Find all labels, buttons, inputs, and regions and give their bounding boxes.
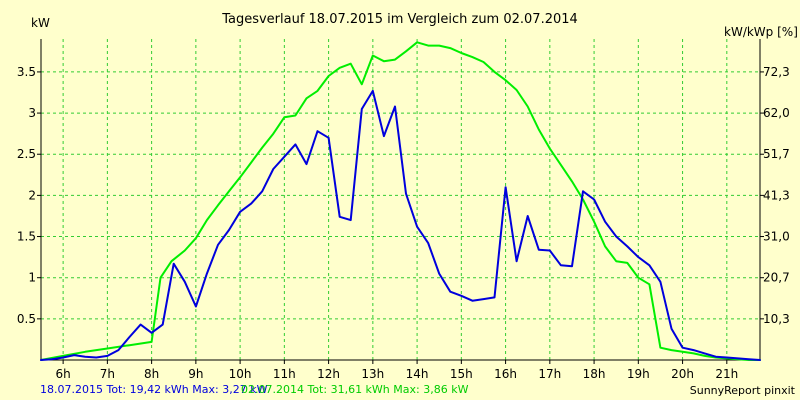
series-group <box>40 41 761 361</box>
axes <box>37 39 764 364</box>
y-tick-label-right: 41,3 <box>763 188 790 202</box>
y-tick-label-left: 0.5 <box>17 312 36 326</box>
y-tick-label-right: 51,7 <box>763 147 790 161</box>
series-line-2015 <box>40 89 761 361</box>
footer-series2: 02.07.2014 Tot: 31,61 kWh Max: 3,86 kW <box>241 383 469 396</box>
y-tick-label-right: 10,3 <box>763 312 790 326</box>
y-axis-right-label: kW/kWp [%] <box>724 25 798 39</box>
footer-series1: 18.07.2015 Tot: 19,42 kWh Max: 3,27 kW <box>40 383 268 396</box>
chart-title: Tagesverlauf 18.07.2015 im Vergleich zum… <box>221 12 578 27</box>
x-tick-label: 17h <box>538 367 561 381</box>
x-tick-label: 11h <box>273 367 296 381</box>
y-axis-left-label: kW <box>31 16 50 30</box>
x-tick-label: 20h <box>671 367 694 381</box>
x-tick-label: 14h <box>406 367 429 381</box>
y-tick-label-left: 1.5 <box>17 230 36 244</box>
x-tick-label: 6h <box>55 367 70 381</box>
x-tick-label: 18h <box>583 367 606 381</box>
labels: 6h 7h 8h 9h 10h 11h 12h 13h 14h 15h 16h 17h 18h 19h 20… <box>17 65 790 381</box>
y-tick-label-left: 2.5 <box>17 147 36 161</box>
series-line-2014 <box>40 41 761 361</box>
x-tick-label: 15h <box>450 367 473 381</box>
x-tick-label: 8h <box>144 367 159 381</box>
y-tick-label-left: 1 <box>28 271 36 285</box>
y-tick-label-right: 20,7 <box>763 271 790 285</box>
x-tick-label: 9h <box>188 367 203 381</box>
x-tick-label: 12h <box>317 367 340 381</box>
x-tick-label: 19h <box>627 367 650 381</box>
y-tick-label-left: 3 <box>28 106 36 120</box>
x-tick-label: 10h <box>229 367 252 381</box>
y-tick-label-left: 2 <box>28 188 36 202</box>
x-tick-label: 21h <box>715 367 738 381</box>
x-tick-label: 7h <box>100 367 115 381</box>
y-tick-label-right: 31,0 <box>763 230 790 244</box>
footer-credit: SunnyReport pinxit <box>690 384 796 397</box>
x-tick-label: 13h <box>361 367 384 381</box>
y-tick-label-right: 62,0 <box>763 106 790 120</box>
y-tick-label-left: 3.5 <box>17 65 36 79</box>
x-tick-label: 16h <box>494 367 517 381</box>
y-tick-label-right: 72,3 <box>763 65 790 79</box>
